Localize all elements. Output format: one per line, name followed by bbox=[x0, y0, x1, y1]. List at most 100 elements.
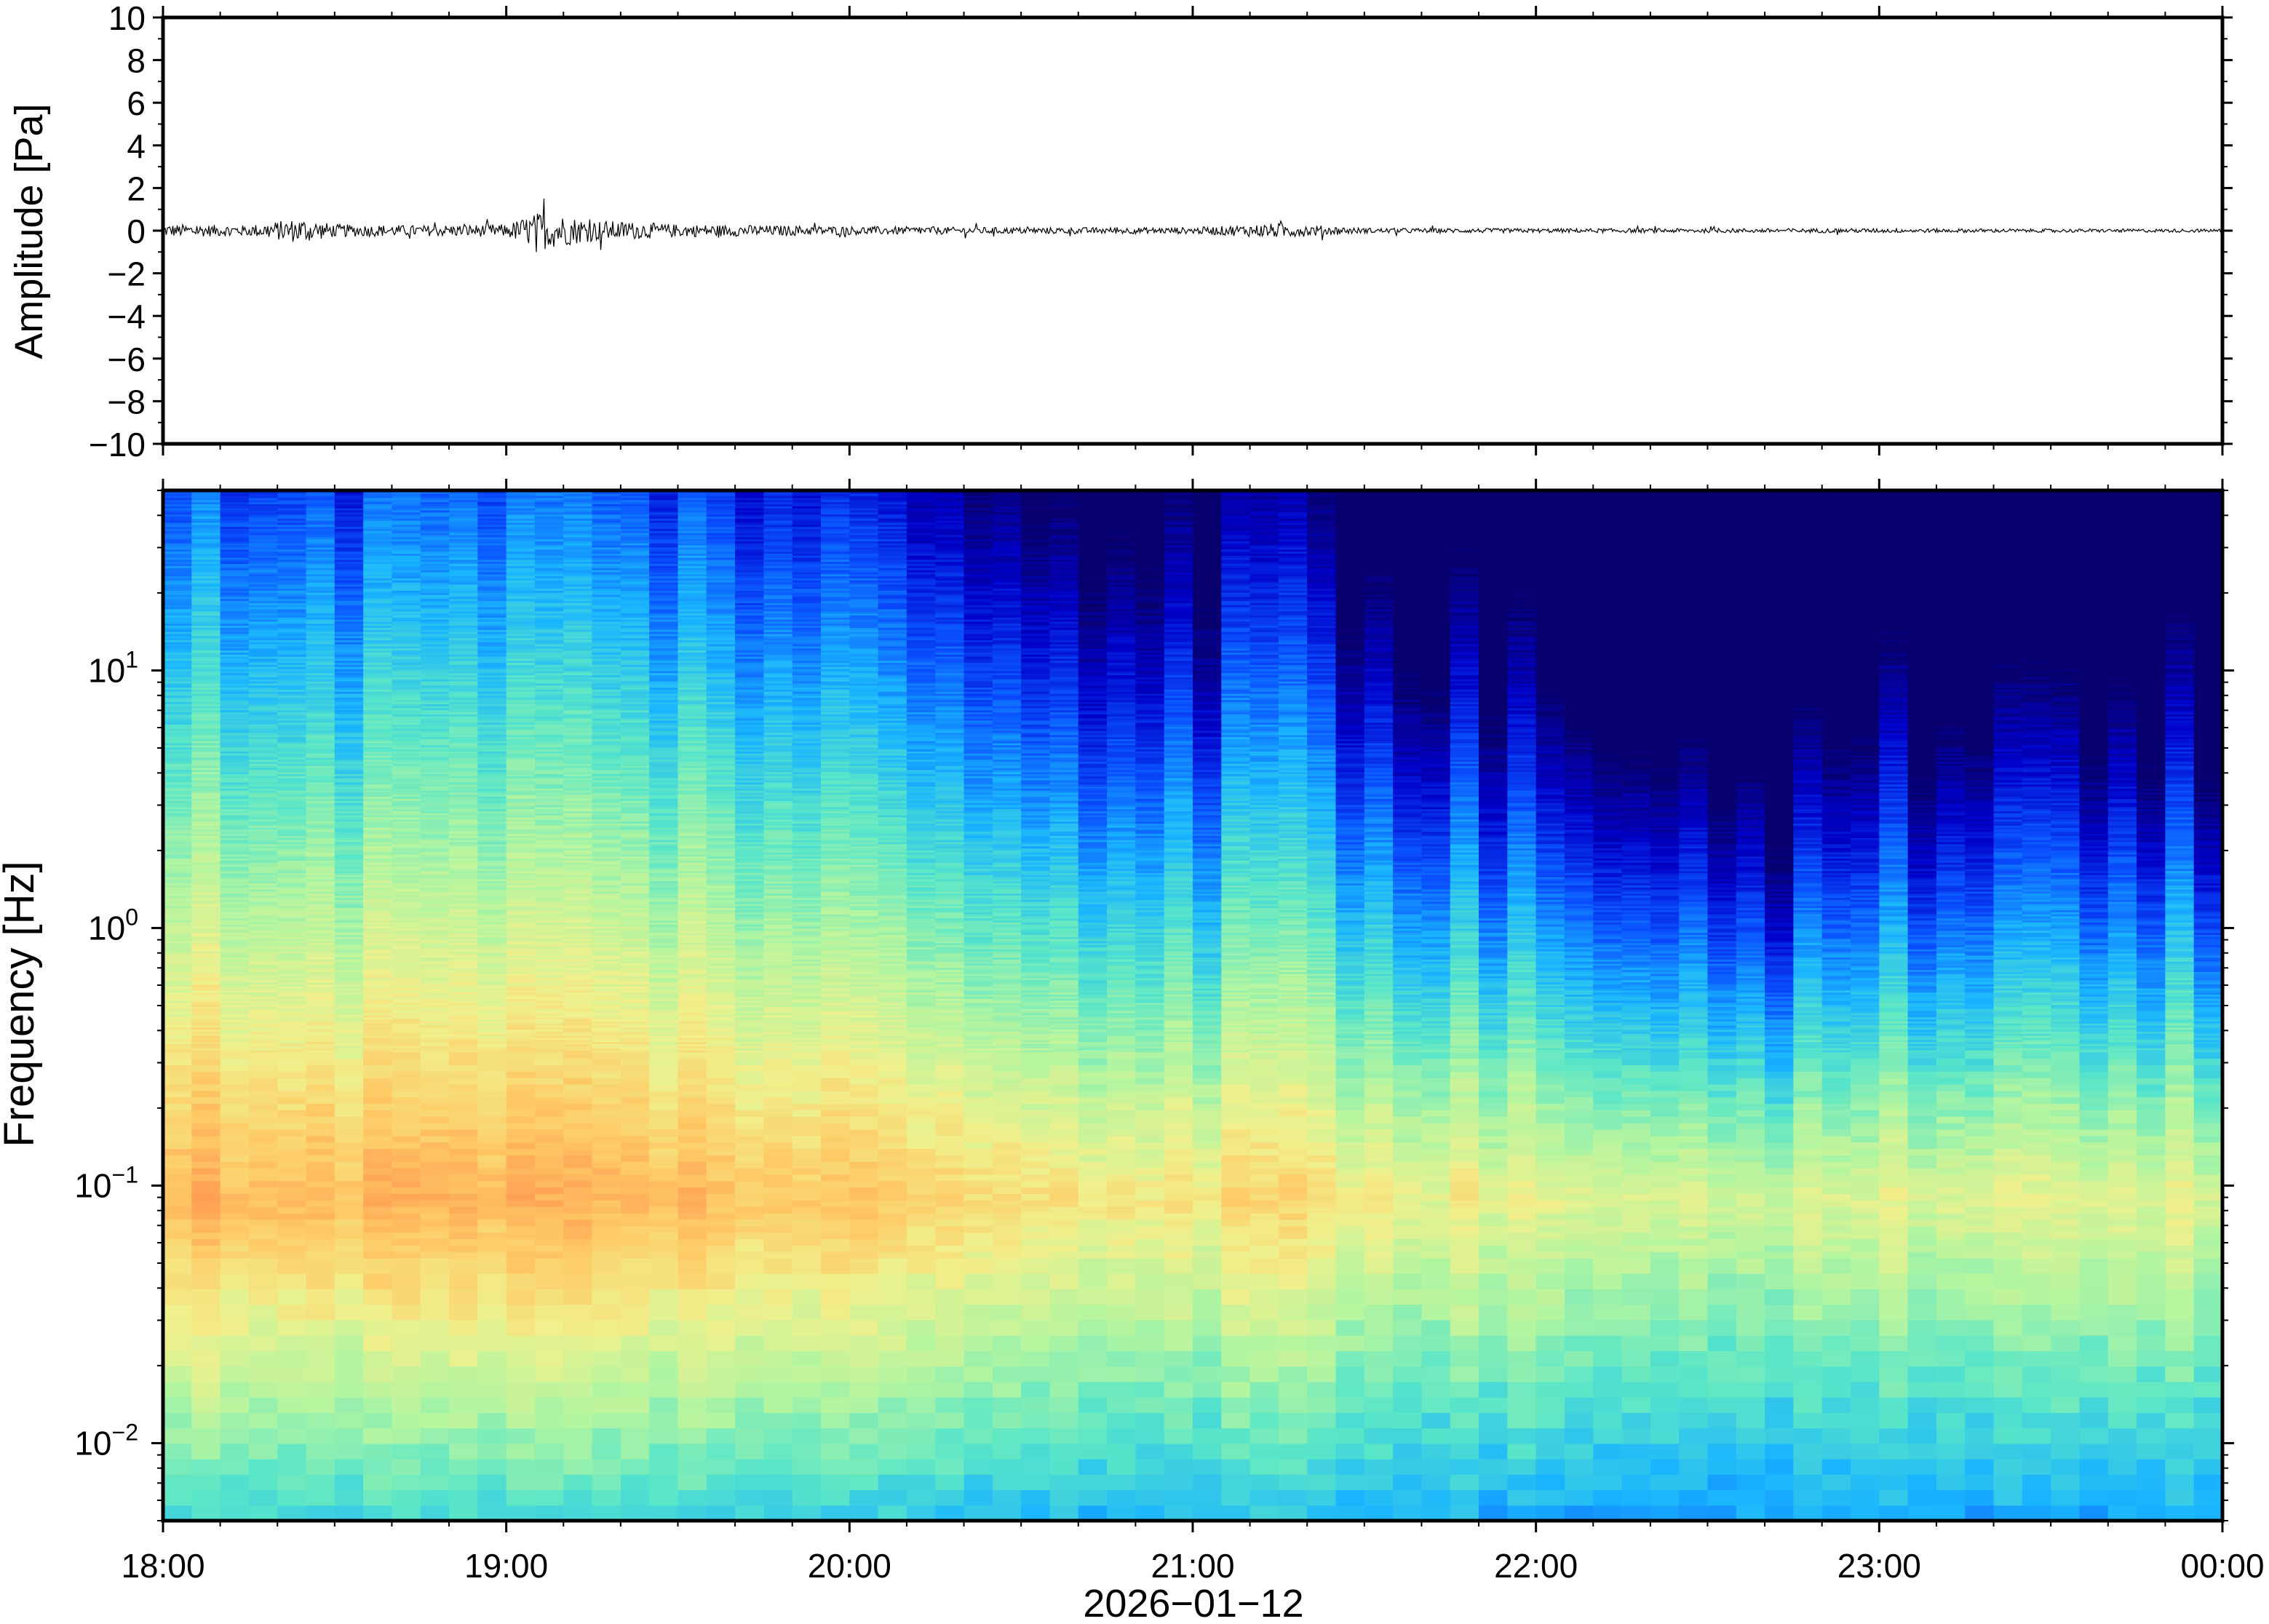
spectrogram-cell bbox=[277, 924, 307, 927]
spectrogram-cell bbox=[477, 1168, 507, 1175]
spectrogram-cell bbox=[191, 742, 221, 746]
spectrogram-cell bbox=[220, 950, 250, 954]
spectrogram-cell bbox=[334, 495, 364, 498]
spectrogram-cell bbox=[248, 596, 278, 600]
spectrogram-cell bbox=[191, 658, 221, 661]
spectrogram-cell bbox=[420, 635, 450, 639]
spectrogram-cell bbox=[220, 533, 250, 536]
spectrogram-cell bbox=[392, 872, 421, 875]
spectrogram-cell bbox=[563, 1200, 593, 1207]
spectrogram-cell bbox=[392, 1225, 421, 1233]
spectrogram-cell bbox=[163, 888, 192, 892]
spectrogram-cell bbox=[191, 963, 221, 966]
spectrogram-cell bbox=[306, 1232, 335, 1239]
spectrogram-cell bbox=[220, 907, 250, 910]
spectrogram-cell bbox=[477, 1031, 507, 1034]
spectrogram-cell bbox=[163, 1031, 192, 1034]
spectrogram-cell bbox=[220, 1225, 250, 1233]
spectrogram-cell bbox=[449, 716, 478, 719]
spectrogram-cell bbox=[449, 1023, 478, 1026]
spectrogram-cell bbox=[163, 856, 192, 859]
spectrogram-cell bbox=[248, 880, 278, 884]
spectrogram-cell bbox=[277, 1000, 307, 1003]
spectrogram-cell bbox=[191, 625, 221, 628]
spectrogram-cell bbox=[163, 546, 192, 550]
spectrogram-cell bbox=[449, 897, 478, 900]
spectrogram-cell bbox=[363, 518, 393, 521]
spectrogram-cell bbox=[277, 495, 307, 498]
spectrogram-cell bbox=[163, 582, 192, 585]
spectrogram-cell bbox=[277, 875, 307, 877]
spectrogram-cell bbox=[563, 1489, 593, 1506]
spectrogram-cell bbox=[477, 1037, 507, 1040]
spectrogram-cell bbox=[191, 877, 221, 880]
spectrogram-cell bbox=[449, 944, 478, 947]
spectrogram-cell bbox=[363, 549, 393, 552]
spectrogram-cell bbox=[334, 1002, 364, 1006]
spectrogram-cell bbox=[248, 1366, 278, 1382]
spectrogram-cell bbox=[449, 920, 478, 923]
spectrogram-cell bbox=[363, 1257, 393, 1274]
spectrogram-cell bbox=[163, 815, 192, 818]
spectrogram-cell bbox=[363, 495, 393, 498]
spectrogram-cell bbox=[306, 1219, 335, 1227]
spectrogram-cell bbox=[477, 1238, 507, 1246]
spectrogram-cell bbox=[277, 1035, 307, 1038]
spectrogram-cell bbox=[220, 654, 250, 657]
spectrogram-cell bbox=[334, 837, 364, 840]
spectrogram-cell bbox=[334, 1366, 364, 1382]
spectrogram-cell bbox=[363, 862, 393, 865]
spectrogram-cell bbox=[449, 926, 478, 929]
spectrogram-cell bbox=[334, 679, 364, 682]
spectrogram-cell bbox=[392, 1142, 421, 1150]
spectrogram-cell bbox=[277, 932, 307, 935]
spectrogram-cell bbox=[477, 1200, 507, 1207]
spectrogram-cell bbox=[392, 534, 421, 538]
spectrogram-cell bbox=[220, 1046, 250, 1048]
spectrogram-cell bbox=[420, 955, 450, 958]
spectrogram-cell bbox=[563, 1474, 593, 1491]
spectrogram-cell bbox=[363, 736, 393, 739]
spectrogram-cell bbox=[191, 1058, 221, 1066]
spectrogram-cell bbox=[334, 749, 364, 752]
spectrogram-cell bbox=[163, 541, 192, 544]
spectrogram-cell bbox=[420, 806, 450, 810]
spectrogram-cell bbox=[191, 967, 221, 971]
spectrogram-cell bbox=[392, 549, 421, 552]
spectrogram-cell bbox=[306, 501, 335, 505]
spectrogram-cell bbox=[306, 509, 335, 513]
spectrogram-cell bbox=[191, 1161, 221, 1169]
spectrogram-cell bbox=[277, 786, 307, 789]
spectrogram-cell bbox=[534, 1187, 564, 1195]
spectrogram-cell bbox=[334, 1428, 364, 1444]
spectrogram-cell bbox=[477, 1083, 507, 1091]
spectrogram-cell bbox=[163, 967, 192, 971]
spectrogram-cell bbox=[163, 682, 192, 686]
spectrogram-cell bbox=[392, 903, 421, 907]
spectrogram-cell bbox=[420, 588, 450, 591]
spectrogram-cell bbox=[334, 753, 364, 756]
spectrogram-cell bbox=[420, 845, 450, 848]
spectrogram-cell bbox=[306, 885, 335, 888]
spectrogram-cell bbox=[334, 1110, 364, 1117]
spectrogram-cell bbox=[449, 936, 478, 939]
spectrogram-cell bbox=[220, 765, 250, 768]
spectrogram-cell bbox=[477, 1051, 507, 1059]
spectrogram-cell bbox=[277, 819, 307, 822]
spectrogram-cell bbox=[449, 739, 478, 741]
spectrogram-cell bbox=[277, 582, 307, 585]
spectrogram-cell bbox=[449, 837, 478, 840]
spectrogram-cell bbox=[392, 1037, 421, 1040]
spectrogram-cell bbox=[420, 934, 450, 937]
spectrogram-cell bbox=[163, 843, 192, 847]
spectrogram-cell bbox=[506, 1245, 536, 1252]
spectrogram-cell bbox=[420, 658, 450, 661]
spectrogram-cell bbox=[277, 878, 307, 882]
spectrogram-cell bbox=[363, 808, 393, 811]
spectrogram-cell bbox=[420, 1257, 450, 1274]
spectrogram-cell bbox=[534, 1428, 564, 1444]
spectrogram-cell bbox=[477, 1090, 507, 1098]
spectrogram-cell bbox=[363, 674, 393, 677]
spectrogram-cell bbox=[363, 975, 393, 979]
